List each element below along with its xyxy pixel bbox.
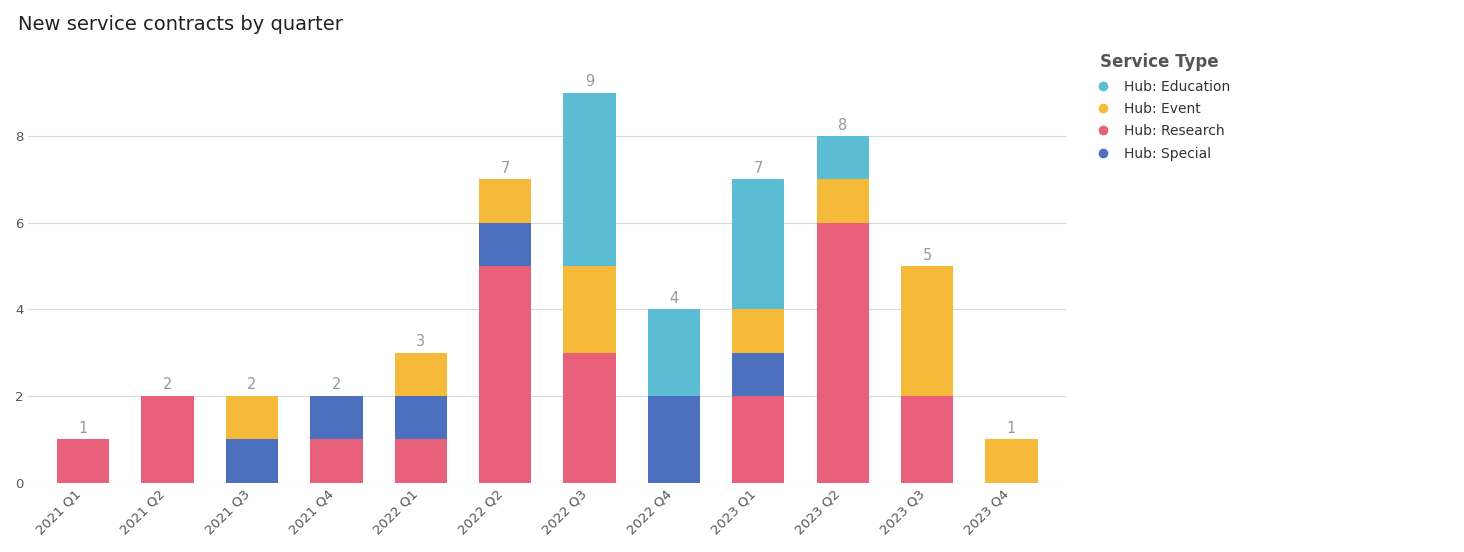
Bar xyxy=(732,309,785,353)
Bar xyxy=(142,396,193,482)
Bar xyxy=(732,179,785,309)
Bar xyxy=(817,222,868,482)
Text: 8: 8 xyxy=(837,118,848,132)
Text: 3: 3 xyxy=(416,334,426,349)
Bar xyxy=(310,396,363,439)
Bar xyxy=(900,266,953,396)
Bar xyxy=(564,93,616,266)
Text: 2: 2 xyxy=(163,378,173,392)
Bar xyxy=(395,439,447,482)
Bar xyxy=(985,439,1038,482)
Bar xyxy=(647,396,700,482)
Bar xyxy=(900,396,953,482)
Text: 7: 7 xyxy=(501,161,509,176)
Bar xyxy=(225,396,278,439)
Text: 9: 9 xyxy=(586,75,594,89)
Bar xyxy=(395,396,447,439)
Text: 7: 7 xyxy=(754,161,763,176)
Bar xyxy=(817,179,868,222)
Text: 2: 2 xyxy=(332,378,341,392)
Bar xyxy=(479,266,531,482)
Bar xyxy=(479,179,531,222)
Text: 5: 5 xyxy=(922,247,931,263)
Bar xyxy=(57,439,110,482)
Bar xyxy=(225,439,278,482)
Text: New service contracts by quarter: New service contracts by quarter xyxy=(18,15,343,34)
Legend: Hub: Education, Hub: Event, Hub: Research, Hub: Special: Hub: Education, Hub: Event, Hub: Researc… xyxy=(1083,47,1236,166)
Bar xyxy=(564,353,616,482)
Bar xyxy=(732,396,785,482)
Text: 1: 1 xyxy=(79,421,88,436)
Bar xyxy=(647,309,700,396)
Bar xyxy=(817,136,868,179)
Bar xyxy=(479,222,531,266)
Bar xyxy=(564,266,616,353)
Bar xyxy=(310,439,363,482)
Text: 4: 4 xyxy=(669,291,678,306)
Bar xyxy=(732,353,785,396)
Text: 1: 1 xyxy=(1007,421,1016,436)
Bar xyxy=(395,353,447,396)
Text: 2: 2 xyxy=(247,378,256,392)
